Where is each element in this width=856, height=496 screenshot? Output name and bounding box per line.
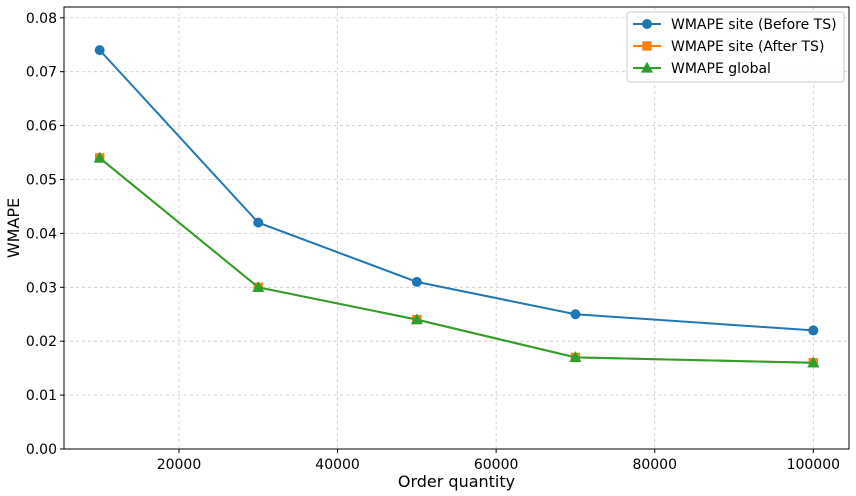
plot-series [93,45,820,368]
x-tick-label: 60000 [474,457,519,473]
x-tick-label: 100000 [787,457,840,473]
y-tick-label: 0.08 [26,11,57,27]
data-point [808,325,819,336]
legend-item: WMAPE global [633,61,771,77]
data-point [93,151,106,163]
legend-box [626,11,845,83]
series-line [99,157,814,364]
legend-item: WMAPE site (After TS) [633,39,824,55]
series-line [98,49,814,332]
y-tick-label: 0.01 [26,388,57,404]
data-point [807,356,820,368]
y-tick-label: 0.04 [26,226,57,242]
y-axis-title: WMAPE [4,198,23,258]
legend-marker [640,61,654,73]
y-tick-label: 0.05 [26,172,57,188]
data-point [252,281,265,292]
y-tick-label: 0.00 [26,442,57,458]
legend-label: WMAPE global [671,61,771,77]
legend-marker [642,19,652,29]
series-1 [94,45,819,336]
data-point [410,313,423,325]
legend-label: WMAPE site (After TS) [671,39,824,55]
y-tick-label: 0.07 [26,65,57,81]
data-point [94,45,105,56]
x-tick-label: 80000 [632,457,677,473]
x-tick-label: 20000 [157,457,202,473]
legend-marker [642,41,652,51]
y-tick-label: 0.03 [26,280,57,296]
y-tick-label: 0.02 [26,334,57,350]
plot-frame [63,6,850,450]
data-point [411,276,422,287]
data-point [253,217,264,228]
series-line [99,157,814,364]
data-point [570,309,581,320]
legend: WMAPE site (Before TS) WMAPE site (After … [626,11,845,83]
axis-ticks: 20000 40000 60000 80000 100000 0.00 0.01 0.02 0.… [26,11,840,473]
x-tick-label: 40000 [315,457,360,473]
y-tick-label: 0.06 [26,119,57,135]
data-point [569,351,582,363]
series-3 [93,151,820,368]
legend-item: WMAPE site (Before TS) [633,17,837,33]
series-2 [94,153,819,368]
legend-label: WMAPE site (Before TS) [671,17,837,33]
x-axis-title: Order quantity [398,472,515,491]
